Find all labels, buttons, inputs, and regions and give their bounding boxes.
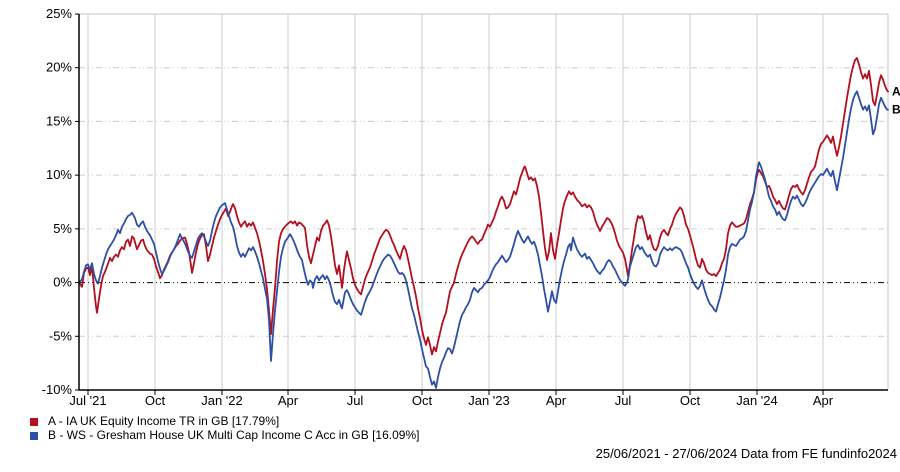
y-tick-label: 25%: [46, 6, 72, 21]
series-b-swatch: [30, 431, 38, 440]
series-a-label: A - IA UK Equity Income TR in GB [17.79%…: [48, 414, 280, 428]
x-tick-label: Oct: [145, 393, 166, 408]
x-tick-label: Apr: [278, 393, 299, 408]
y-tick-label: 10%: [46, 167, 72, 182]
series-a-line: [78, 57, 889, 356]
y-tick-label: 15%: [46, 113, 72, 128]
date-range-and-source-note: 25/06/2021 - 27/06/2024 Data from FE fun…: [595, 446, 897, 461]
x-tick-label: Oct: [680, 393, 701, 408]
x-tick-label: Apr: [813, 393, 834, 408]
y-tick-label: 0%: [53, 275, 72, 290]
x-tick-label: Jul: [615, 393, 632, 408]
chart-legend: A - IA UK Equity Income TR in GB [17.79%…: [30, 415, 419, 443]
y-tick-label: 20%: [46, 60, 72, 75]
series-a-swatch: [30, 417, 38, 426]
series-b-line: [78, 90, 889, 389]
x-tick-label: Jul: [347, 393, 364, 408]
series-a-end-label: A: [892, 85, 900, 99]
series-b-label: B - WS - Gresham House UK Multi Cap Inco…: [48, 428, 420, 442]
x-tick-label: Jan '24: [736, 393, 778, 408]
y-tick-label: -10%: [42, 382, 73, 397]
legend-item-b: B - WS - Gresham House UK Multi Cap Inco…: [30, 429, 419, 442]
y-tick-label: -5%: [49, 328, 73, 343]
series-b-end-label: B: [892, 103, 900, 117]
x-tick-label: Jan '22: [201, 393, 243, 408]
legend-item-a: A - IA UK Equity Income TR in GB [17.79%…: [30, 415, 419, 428]
x-tick-label: Apr: [546, 393, 567, 408]
x-tick-label: Jul '21: [69, 393, 106, 408]
y-tick-label: 5%: [53, 221, 72, 236]
x-tick-label: Oct: [412, 393, 433, 408]
x-tick-label: Jan '23: [468, 393, 510, 408]
